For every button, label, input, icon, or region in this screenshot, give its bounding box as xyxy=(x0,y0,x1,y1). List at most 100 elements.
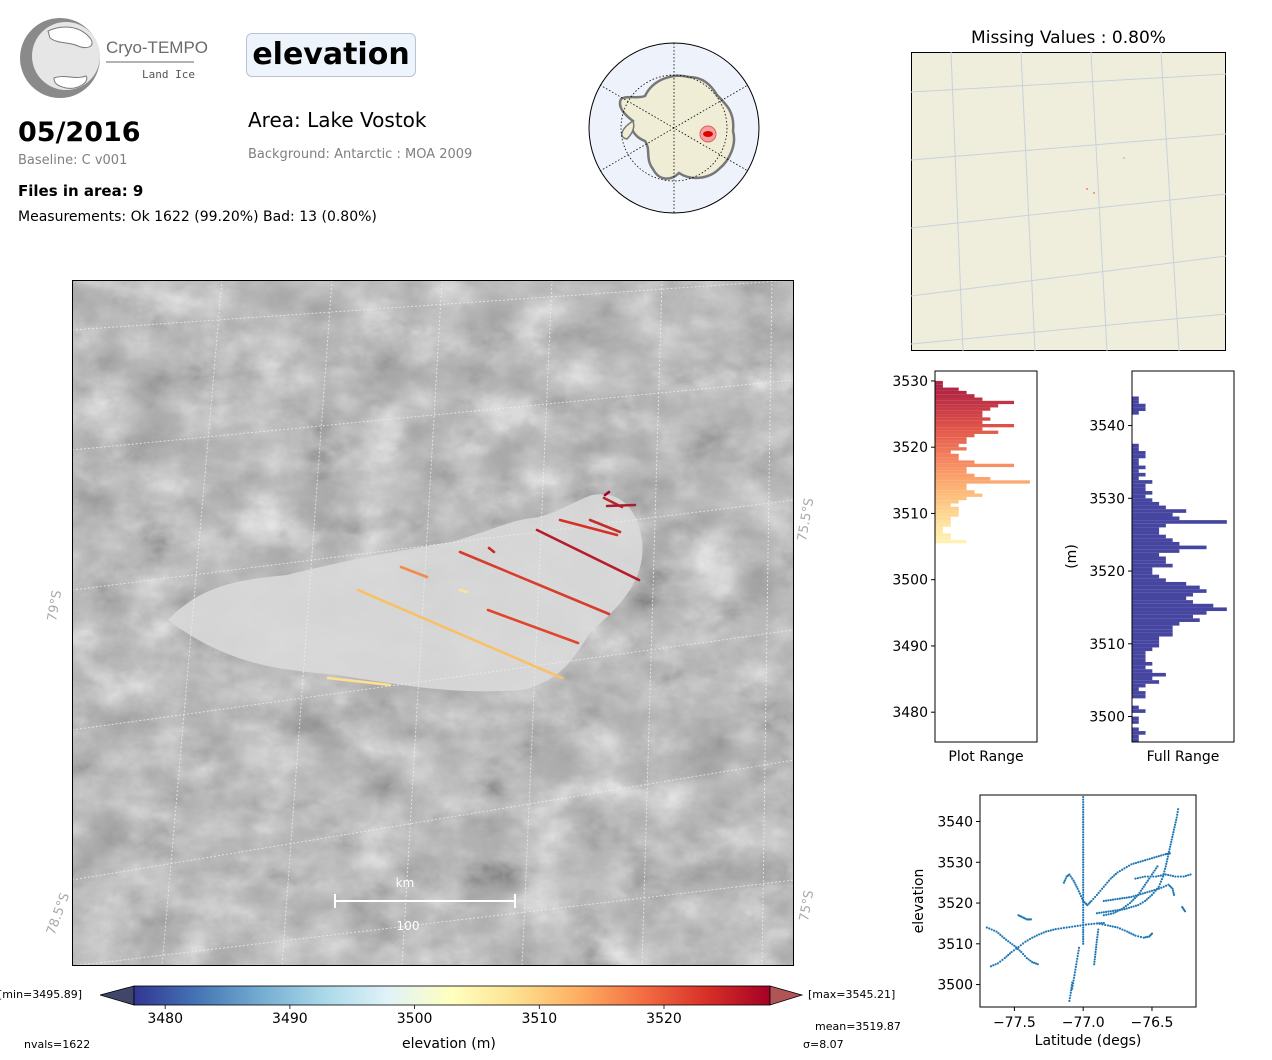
histogram-ytick-label: 3520 xyxy=(1089,564,1125,580)
histogram-bar xyxy=(935,450,951,454)
scatter-point xyxy=(1148,857,1151,860)
scatter-point xyxy=(1082,901,1085,904)
scatter-point xyxy=(1097,928,1100,931)
lat-label-79s: 79°S xyxy=(45,589,66,623)
histogram-bar xyxy=(935,414,983,418)
scatter-point xyxy=(1082,881,1085,884)
scatter-point xyxy=(1076,887,1079,890)
histogram-bar xyxy=(1132,731,1146,735)
scatter-point xyxy=(1158,883,1161,886)
scatter-point xyxy=(1149,895,1152,898)
scatter-point xyxy=(1082,795,1085,799)
scatter-point xyxy=(1137,861,1140,864)
scatter-point xyxy=(990,928,993,931)
logo-subtitle: Land Ice xyxy=(142,68,195,81)
scatter-point xyxy=(1157,855,1160,858)
scatter-point xyxy=(993,929,996,932)
histogram-bar xyxy=(935,457,959,461)
histogram-frame xyxy=(1131,370,1235,743)
histogram-xlabel: Full Range xyxy=(1147,749,1220,765)
scatter-point xyxy=(1155,867,1158,870)
scatter-ytick-label: 3530 xyxy=(937,855,973,871)
scatter-point xyxy=(1077,949,1080,952)
scatter-point xyxy=(1141,892,1144,895)
scatter-point xyxy=(1082,898,1085,902)
histogram-bar xyxy=(935,510,959,514)
scatter-point xyxy=(1148,890,1151,893)
scatter-point xyxy=(1116,926,1119,929)
histogram-bar xyxy=(935,513,959,517)
histogram-bar xyxy=(1132,661,1153,666)
histogram-bar xyxy=(1132,720,1139,724)
scatter-point xyxy=(1105,913,1108,916)
histogram-bar xyxy=(1132,451,1146,455)
colorbar-tick-label: 3490 xyxy=(272,1011,308,1024)
scatter-point xyxy=(1033,961,1036,964)
scatter-point xyxy=(1146,879,1149,882)
histogram-bar xyxy=(935,473,975,477)
scatter-point xyxy=(1003,956,1006,960)
scatter-point xyxy=(1076,924,1079,927)
histogram-bar xyxy=(1132,465,1146,470)
scatter-point xyxy=(1128,931,1131,934)
scatter-point xyxy=(1025,956,1028,960)
histogram-bar xyxy=(1132,683,1146,688)
scatter-point xyxy=(1159,880,1163,883)
histogram-bar xyxy=(1132,516,1180,521)
histogram-bar xyxy=(935,526,943,530)
scatter-point xyxy=(1082,858,1085,861)
scatter-point xyxy=(1049,929,1052,932)
scatter-point xyxy=(1082,873,1085,876)
histogram-bar xyxy=(935,410,983,415)
scatter-xtick-label: −77.0 xyxy=(1062,1015,1105,1031)
scatter-point xyxy=(997,932,1000,935)
scatter-point xyxy=(1163,870,1166,873)
scatter-point xyxy=(1073,925,1077,928)
histogram-bar xyxy=(935,536,951,540)
scatter-point xyxy=(1023,954,1027,958)
scatter-point xyxy=(1018,949,1021,952)
histogram-bar xyxy=(1132,592,1193,597)
scatter-point xyxy=(1035,934,1038,937)
scatter-point xyxy=(1082,828,1085,831)
scatter-point xyxy=(1082,908,1085,912)
scatter-point xyxy=(1034,962,1038,965)
histogram-full-range: 3500 3510 3520 3530 3540 Full Range (m) xyxy=(1064,370,1235,765)
scatter-point xyxy=(1155,875,1158,878)
scatter-point xyxy=(1118,870,1121,873)
scatter-point xyxy=(1155,855,1158,858)
scatter-point xyxy=(1113,874,1116,877)
scatter-point xyxy=(1082,886,1085,889)
scatter-point xyxy=(1167,850,1171,853)
scatter-point xyxy=(1173,823,1177,826)
histogram-bar xyxy=(1132,400,1139,404)
histogram-bar xyxy=(935,496,967,501)
scatter-point xyxy=(1107,913,1110,916)
histogram-bar xyxy=(935,407,991,411)
scatter-point xyxy=(1097,891,1100,894)
histogram-bar xyxy=(935,467,967,471)
scatter-point xyxy=(1082,896,1085,899)
scatter-point xyxy=(1072,979,1075,982)
scatter-point xyxy=(1106,924,1110,927)
histogram-bar xyxy=(1132,407,1146,412)
scatter-point xyxy=(1183,910,1187,913)
scatter-point xyxy=(1020,950,1023,954)
scatter-point xyxy=(1171,889,1175,892)
scatter-point xyxy=(1172,891,1175,894)
scatter-point xyxy=(1009,941,1012,944)
scatter-point xyxy=(1172,831,1175,834)
scatter-point xyxy=(1166,857,1169,861)
scatter-point xyxy=(1114,909,1117,912)
scatter-point xyxy=(1172,828,1176,831)
scatter-point xyxy=(1165,860,1168,863)
scatter-point xyxy=(1087,923,1090,926)
scatter-point xyxy=(1104,923,1107,927)
scatter-point xyxy=(1082,921,1085,924)
histogram-xlabel: Plot Range xyxy=(948,749,1023,765)
scatter-point xyxy=(1121,868,1124,871)
scatter-point xyxy=(1143,891,1147,894)
histogram-ytick-label: 3520 xyxy=(892,440,928,456)
histogram-bar xyxy=(1132,556,1166,561)
date-title: 05/2016 xyxy=(18,117,141,148)
